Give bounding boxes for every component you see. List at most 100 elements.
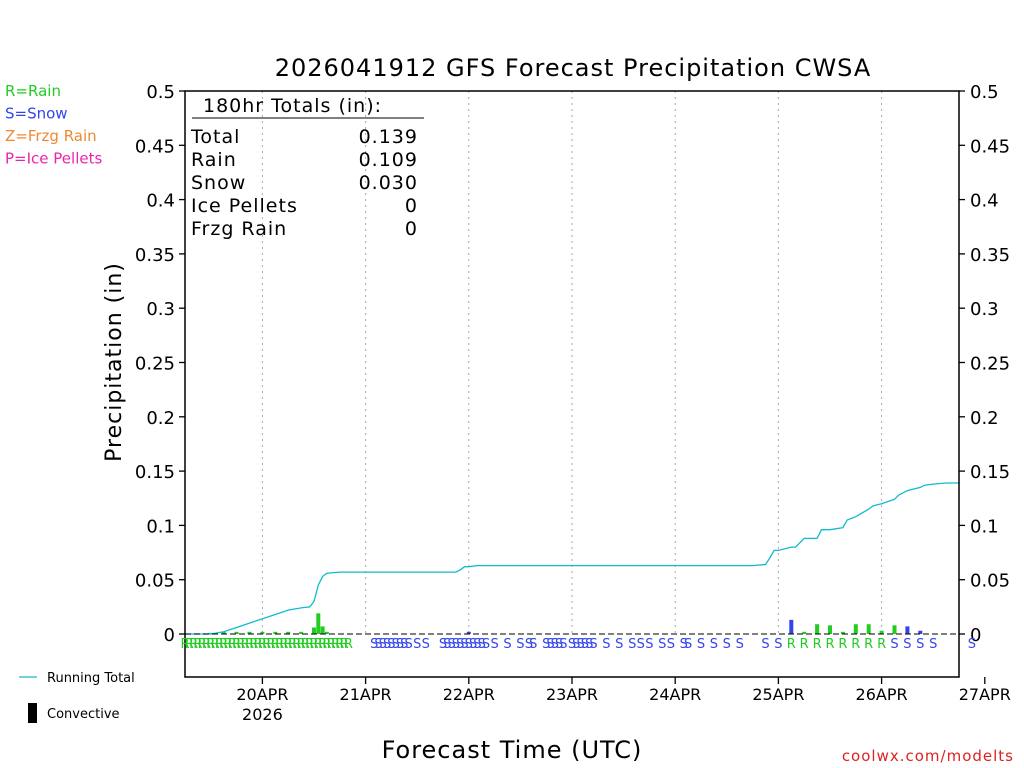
precip-bar (466, 631, 471, 634)
type-marker: S (697, 637, 705, 652)
y-tick-label-left: 0.1 (146, 516, 175, 537)
type-marker: R (232, 637, 241, 652)
type-marker: R (228, 637, 237, 652)
type-marker: S (774, 637, 782, 652)
precip-bar (286, 631, 291, 634)
type-marker: S (903, 637, 911, 652)
type-marker: R (292, 637, 301, 652)
type-marker: R (223, 637, 232, 652)
type-marker: R (198, 637, 207, 652)
type-marker: S (658, 637, 666, 652)
type-marker: R (189, 637, 198, 652)
legend-convective-swatch (28, 703, 37, 723)
precip-bar (789, 619, 794, 634)
x-tick-label: 22APR (443, 685, 495, 704)
type-marker: R (301, 637, 310, 652)
type-marker: R (254, 637, 263, 652)
y-tick-label-right: 0.25 (970, 354, 1010, 375)
type-marker: S (422, 637, 430, 652)
type-marker: S (443, 637, 451, 652)
precip-bar (221, 631, 226, 634)
running-total-line (185, 482, 959, 635)
y-tick-label-left: 0.25 (135, 354, 175, 375)
type-marker: R (344, 637, 353, 652)
type-marker: R (266, 637, 275, 652)
type-marker: R (245, 637, 254, 652)
type-marker: S (396, 637, 404, 652)
chart-title: 2026041912 GFS Forecast Precipitation CW… (275, 54, 872, 82)
type-marker: S (684, 637, 692, 652)
type-marker: S (546, 637, 554, 652)
type-marker: R (327, 637, 336, 652)
y-tick-label-left: 0.15 (135, 462, 175, 483)
type-marker: R (206, 637, 215, 652)
precip-bar (234, 631, 239, 634)
type-marker: R (322, 637, 331, 652)
totals-heading: 180hr Totals (in): (203, 95, 382, 117)
type-marker: S (516, 637, 524, 652)
type-marker: S (551, 637, 559, 652)
precip-bar (815, 624, 820, 634)
x-tick-label: 23APR (546, 685, 598, 704)
totals-value: 0.030 (359, 172, 418, 194)
type-marker: R (219, 637, 228, 652)
type-marker: S (460, 637, 468, 652)
type-marker: S (387, 637, 395, 652)
precip-bar (802, 631, 807, 634)
type-legend-entry: Z=Frzg Rain (5, 127, 97, 145)
y-axis-right: 0 0.05 0.1 0.15 0.2 0.25 0.3 0.35 0.4 0.45 0.5 (959, 82, 1010, 646)
y-tick-label-right: 0.4 (970, 191, 999, 212)
type-marker: R (258, 637, 267, 652)
type-marker: S (473, 637, 481, 652)
type-marker: S (637, 637, 645, 652)
precip-bar (853, 624, 858, 634)
x-tick-label: 25APR (752, 685, 804, 704)
y-tick-label-left: 0.2 (146, 408, 175, 429)
type-marker: R (787, 637, 796, 652)
type-marker: R (284, 637, 293, 652)
type-marker: S (615, 637, 623, 652)
type-marker: R (279, 637, 288, 652)
totals-value: 0 (405, 195, 418, 217)
x-axis-label: Forecast Time (UTC) (382, 736, 643, 764)
precip-bars (208, 613, 923, 634)
type-marker: S (400, 637, 408, 652)
type-marker: S (482, 637, 490, 652)
y-tick-label-left: 0.35 (135, 245, 175, 266)
type-marker: S (456, 637, 464, 652)
type-marker: S (383, 637, 391, 652)
legend-convective-label: Convective (47, 707, 120, 722)
precip-bar (905, 626, 910, 634)
precip-bar (892, 625, 897, 634)
type-marker: S (572, 637, 580, 652)
precip-bar (828, 625, 832, 634)
type-marker: R (262, 637, 271, 652)
type-marker: R (288, 637, 297, 652)
precip-bar (918, 630, 923, 634)
series-legend: Running Total Convective (19, 671, 135, 723)
totals-label: Rain (191, 149, 237, 171)
type-marker: R (318, 637, 327, 652)
precip-bar (247, 631, 252, 634)
type-marker: S (370, 637, 378, 652)
type-marker: S (439, 637, 447, 652)
type-marker: R (877, 637, 886, 652)
grid-lines (261, 91, 883, 634)
type-marker: R (236, 637, 245, 652)
x-tick-label: 27APR (959, 685, 1011, 704)
y-tick-label-right: 0.5 (970, 82, 999, 103)
y-tick-label-left: 0.3 (146, 299, 175, 320)
y-tick-label-right: 0.3 (970, 299, 999, 320)
precip-bar (840, 631, 845, 634)
type-marker: R (800, 637, 809, 652)
precip-bar (273, 631, 278, 634)
type-marker: S (761, 637, 769, 652)
type-marker: S (490, 637, 498, 652)
type-marker: S (645, 637, 653, 652)
precip-bar (299, 631, 304, 634)
y-axis-left: 0 0.05 0.1 0.15 0.2 0.25 0.3 0.35 0.4 0.45 0.5 (135, 82, 185, 646)
type-marker: R (193, 637, 202, 652)
type-marker: S (890, 637, 898, 652)
type-marker: S (542, 637, 550, 652)
